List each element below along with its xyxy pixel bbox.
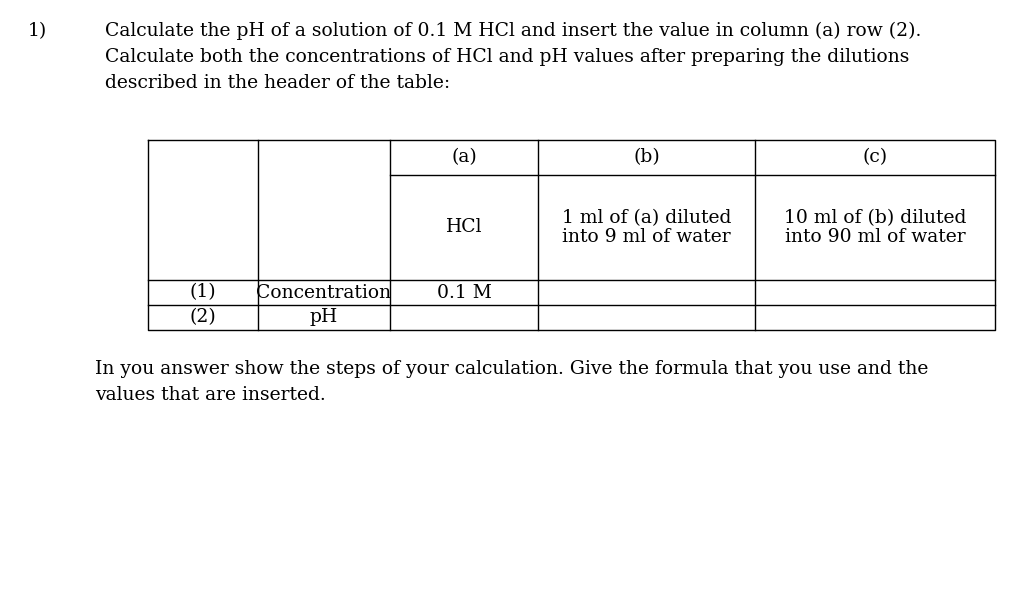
Text: HCl: HCl [445,218,482,236]
Text: into 9 ml of water: into 9 ml of water [562,227,731,245]
Text: 10 ml of (b) diluted: 10 ml of (b) diluted [783,209,967,227]
Text: (2): (2) [189,309,216,326]
Text: In you answer show the steps of your calculation. Give the formula that you use : In you answer show the steps of your cal… [95,360,929,378]
Text: pH: pH [310,309,338,326]
Text: Calculate the pH of a solution of 0.1 M HCl and insert the value in column (a) r: Calculate the pH of a solution of 0.1 M … [105,22,922,40]
Text: 1 ml of (a) diluted: 1 ml of (a) diluted [562,209,731,227]
Text: (1): (1) [189,283,216,302]
Text: values that are inserted.: values that are inserted. [95,386,326,404]
Text: (a): (a) [452,148,477,166]
Text: described in the header of the table:: described in the header of the table: [105,74,451,92]
Text: into 90 ml of water: into 90 ml of water [784,227,966,245]
Text: (b): (b) [633,148,659,166]
Text: 1): 1) [28,22,47,40]
Text: 0.1 M: 0.1 M [436,283,492,302]
Text: Calculate both the concentrations of HCl and pH values after preparing the dilut: Calculate both the concentrations of HCl… [105,48,909,66]
Text: (c): (c) [862,148,888,166]
Text: Concentration: Concentration [256,283,391,302]
